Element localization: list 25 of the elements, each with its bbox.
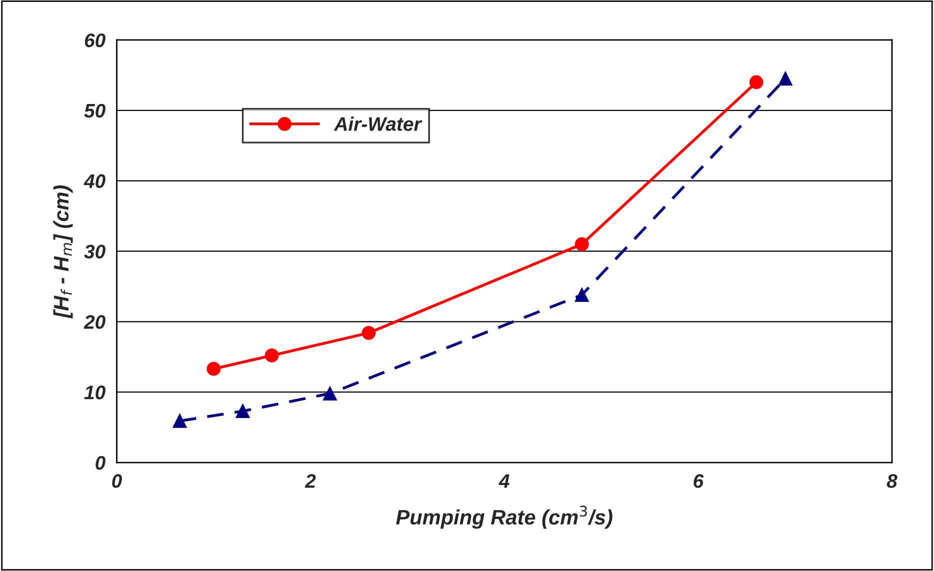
point bbox=[322, 386, 337, 400]
y-tick-label: 60 bbox=[84, 33, 106, 48]
point bbox=[749, 75, 764, 90]
point bbox=[264, 348, 279, 362]
legend-label: Air-Water bbox=[334, 116, 422, 131]
x-axis-title: Pumping Rate (cm$^{3}$/s) bbox=[396, 506, 612, 529]
point bbox=[574, 237, 589, 252]
x-tick-label: 4 bbox=[498, 474, 510, 488]
point bbox=[574, 288, 589, 302]
y-tick-label: 20 bbox=[84, 315, 106, 329]
point bbox=[362, 326, 376, 340]
y-tick-label: 0 bbox=[96, 456, 106, 470]
y-tick-label: 40 bbox=[84, 174, 106, 188]
y-tick-label: 30 bbox=[84, 244, 106, 258]
x-tick-label: 0 bbox=[112, 474, 122, 488]
y-tick-label: 10 bbox=[84, 386, 106, 400]
point bbox=[172, 414, 187, 428]
x-tick-label: 6 bbox=[694, 474, 704, 488]
y-tick-label: 50 bbox=[84, 104, 106, 118]
point bbox=[778, 72, 792, 86]
point bbox=[236, 404, 250, 418]
y-axis-title: [H$_{f}$ - H$_{m}$] (cm) bbox=[53, 185, 73, 318]
point bbox=[206, 362, 221, 376]
x-tick-label: 8 bbox=[886, 474, 898, 488]
x-tick-label: 2 bbox=[304, 474, 316, 488]
